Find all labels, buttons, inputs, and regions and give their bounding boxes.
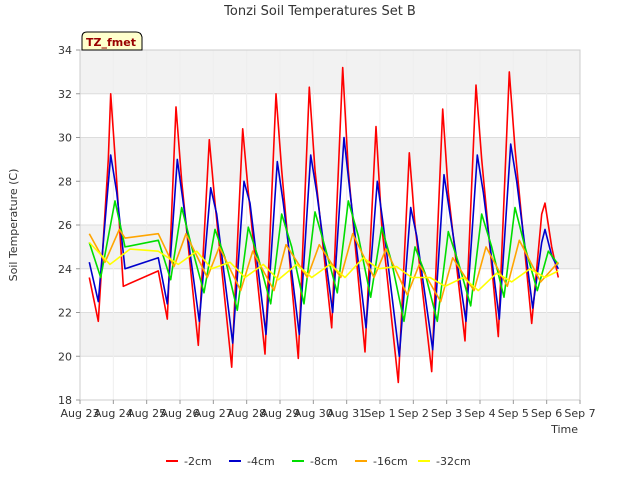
- y-tick-label: 18: [58, 394, 72, 407]
- tz-fmet-badge: TZ_fmet: [81, 31, 143, 51]
- legend-label: -8cm: [310, 455, 338, 468]
- series-line-32cmcm: [88, 241, 559, 292]
- badge-label: TZ_fmet: [86, 36, 136, 49]
- y-axis-label: Soil Temperature (C): [7, 169, 20, 282]
- x-tick-label: Aug 26: [161, 407, 200, 420]
- x-axis-label: Time: [550, 423, 578, 436]
- y-tick-label: 26: [58, 219, 72, 232]
- series-line-4cmcm: [88, 136, 560, 358]
- x-tick-label: Sep 4: [464, 407, 495, 420]
- x-tick-label: Aug 27: [194, 407, 233, 420]
- plot-band: [80, 137, 580, 182]
- x-tick-label: Sep 6: [531, 407, 562, 420]
- legend-label: -32cm: [436, 455, 471, 468]
- x-tick-label: Aug 30: [294, 407, 333, 420]
- series-line-8cmcm: [88, 200, 559, 323]
- y-tick-label: 20: [58, 350, 72, 363]
- legend: -2cm -4cm -8cm -16cm -32cm: [166, 455, 471, 468]
- x-tick-label: Aug 24: [94, 407, 133, 420]
- legend-label: -4cm: [247, 455, 275, 468]
- y-tick-label: 32: [58, 88, 72, 101]
- y-tick-label: 34: [58, 44, 72, 57]
- x-tick-label: Sep 7: [564, 407, 595, 420]
- y-tick-label: 28: [58, 175, 72, 188]
- plot-band: [80, 50, 580, 94]
- y-tick-label: 24: [58, 263, 72, 276]
- y-tick-label: 30: [58, 132, 72, 145]
- x-tick-label: Aug 25: [127, 407, 166, 420]
- x-tick-label: Sep 5: [498, 407, 529, 420]
- legend-label: -16cm: [373, 455, 408, 468]
- series-line-16cmcm: [88, 228, 559, 303]
- x-tick-label: Sep 2: [398, 407, 429, 420]
- series-lines: [88, 66, 560, 384]
- y-axis-ticks: 18 20 22 24 26 28 30 32 34: [58, 44, 80, 407]
- x-tick-label: Sep 1: [364, 407, 395, 420]
- x-tick-label: Aug 23: [61, 407, 100, 420]
- chart-title: Tonzi Soil Temperatures Set B: [223, 4, 416, 19]
- legend-label: -2cm: [184, 455, 212, 468]
- x-tick-label: Sep 3: [431, 407, 462, 420]
- y-tick-label: 22: [58, 307, 72, 320]
- x-tick-label: Aug 29: [261, 407, 300, 420]
- x-tick-label: Aug 28: [227, 407, 266, 420]
- badge-box: [81, 31, 143, 51]
- x-tick-label: Aug 31: [327, 407, 366, 420]
